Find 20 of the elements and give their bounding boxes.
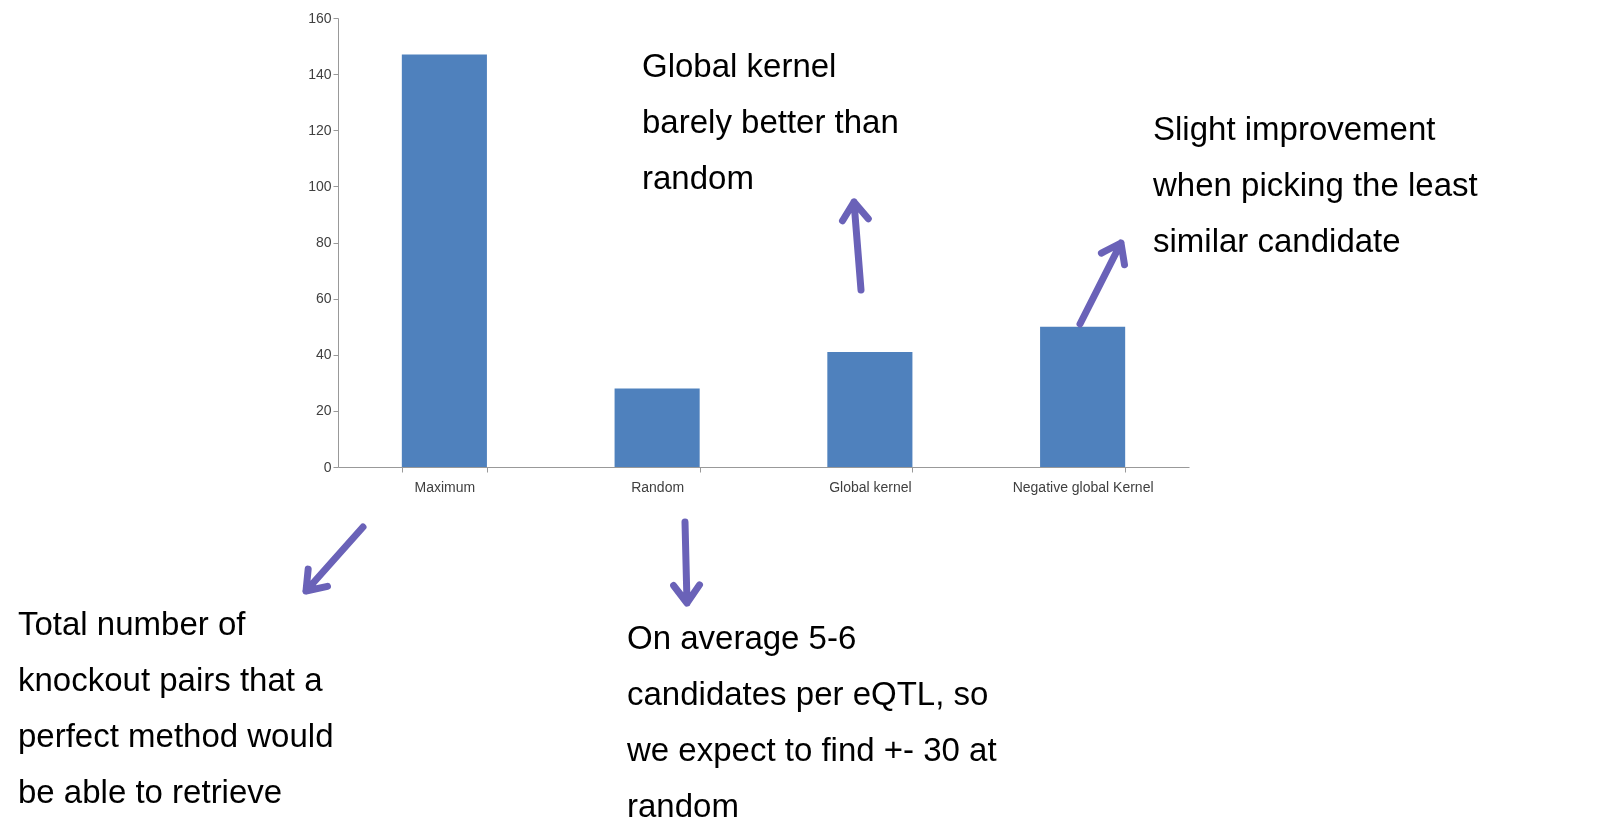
y-tick-label: 40	[315, 346, 332, 363]
y-tick-label: 60	[315, 290, 332, 307]
y-tick-label: 0	[323, 458, 332, 475]
annotation: Global kernel barely better than random	[642, 46, 900, 198]
bar	[614, 388, 700, 467]
y-tick-label: 120	[308, 121, 332, 138]
y-tick-label: 100	[308, 177, 332, 194]
bar	[827, 351, 913, 467]
y-tick-label: 140	[308, 65, 332, 82]
y-tick-label: 80	[315, 234, 332, 250]
x-tick-label: Global kernel	[829, 478, 912, 495]
x-tick-label: Maximum	[414, 478, 476, 495]
text: Total number of knockout pairs that a perfect method would be able to retrieve	[18, 604, 335, 812]
x-tick-label: Negative global Kernel	[1012, 478, 1154, 495]
y-tick-label: 160	[308, 9, 332, 26]
annotation: Slight improvement when picking the least similar candidate	[1153, 109, 1479, 261]
text: On average 5-6 candidates per eQTL, so we expect to find +- 30 at random	[627, 618, 998, 826]
x-tick-label: Random	[631, 478, 685, 495]
bar	[401, 54, 487, 467]
y-tick-label: 20	[315, 402, 332, 419]
